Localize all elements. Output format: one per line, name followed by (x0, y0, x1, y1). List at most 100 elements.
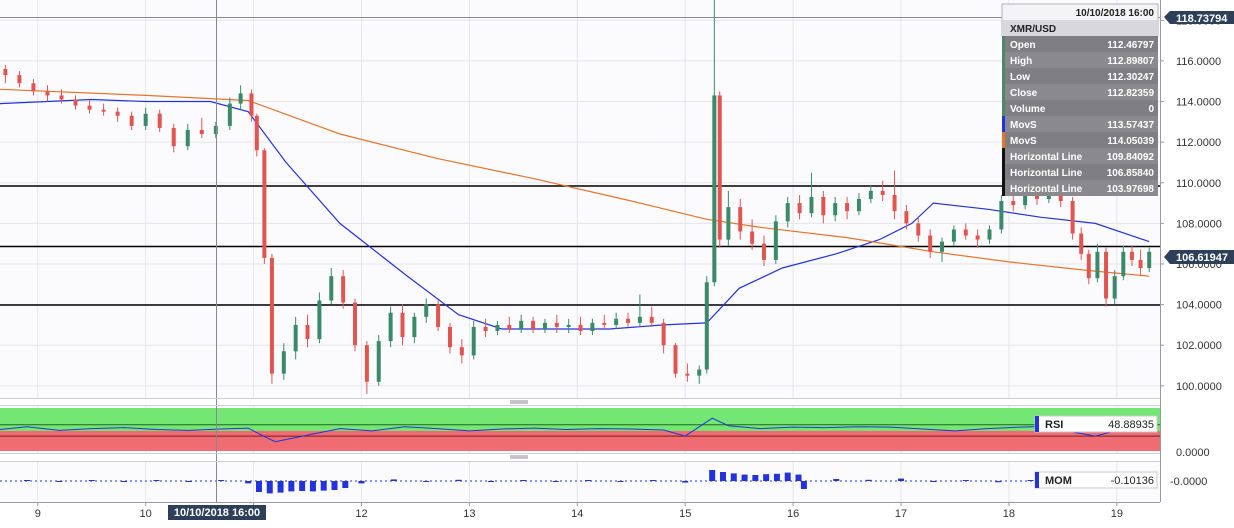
candle-body[interactable] (388, 312, 393, 342)
candle-body[interactable] (73, 99, 78, 106)
candle-body[interactable] (833, 203, 838, 216)
candle-body[interactable] (566, 324, 571, 327)
panel-resize-handle[interactable] (510, 455, 528, 459)
candle-body[interactable] (101, 109, 106, 112)
candle-body[interactable] (531, 320, 536, 329)
candle-body[interactable] (1011, 201, 1016, 206)
candle-body[interactable] (129, 115, 134, 126)
rsi-line[interactable] (0, 417, 1150, 443)
candle-body[interactable] (578, 324, 583, 331)
candle-body[interactable] (199, 129, 204, 135)
candle-body[interactable] (1023, 190, 1028, 206)
candle-body[interactable] (773, 221, 778, 260)
candle-body[interactable] (143, 113, 148, 126)
candle-body[interactable] (376, 341, 381, 382)
candle-body[interactable] (519, 320, 524, 329)
candle-body[interactable] (726, 207, 731, 240)
candle-body[interactable] (761, 243, 766, 260)
candle-body[interactable] (447, 326, 452, 348)
candle-body[interactable] (227, 103, 232, 126)
candle-body[interactable] (329, 276, 334, 301)
candle-body[interactable] (868, 190, 873, 199)
candle-body[interactable] (305, 324, 310, 340)
candle-body[interactable] (436, 304, 441, 327)
candle-body[interactable] (845, 203, 850, 212)
panel-resize-handle[interactable] (510, 400, 528, 404)
candle-body[interactable] (542, 322, 547, 329)
candle-body[interactable] (238, 93, 243, 104)
candle-body[interactable] (940, 241, 945, 252)
candle-body[interactable] (999, 201, 1004, 230)
candle-body[interactable] (424, 304, 429, 317)
candle-body[interactable] (281, 351, 286, 374)
candle-body[interactable] (661, 322, 666, 346)
candle-body[interactable] (59, 95, 64, 100)
candle-body[interactable] (750, 231, 755, 244)
candle-body[interactable] (412, 316, 417, 338)
candle-body[interactable] (649, 316, 654, 323)
candle-body[interactable] (821, 196, 826, 216)
candle-body[interactable] (797, 203, 802, 214)
candle-body[interactable] (1121, 251, 1126, 277)
candle-body[interactable] (614, 318, 619, 325)
candle-body[interactable] (364, 345, 369, 382)
candle-body[interactable] (31, 83, 36, 92)
candle-body[interactable] (987, 229, 992, 240)
candle-body[interactable] (963, 229, 968, 236)
candle-body[interactable] (293, 324, 298, 352)
candle-body[interactable] (916, 223, 921, 236)
candle-body[interactable] (717, 95, 722, 240)
candle-body[interactable] (1079, 233, 1084, 254)
candle-body[interactable] (637, 316, 642, 323)
candle-body[interactable] (928, 235, 933, 252)
moving-average-line[interactable] (0, 88, 1150, 277)
candle-body[interactable] (602, 322, 607, 325)
candle-body[interactable] (590, 322, 595, 331)
candle-body[interactable] (459, 347, 464, 356)
candle-body[interactable] (712, 95, 717, 283)
candle-body[interactable] (269, 257, 274, 374)
candle-body[interactable] (554, 322, 559, 327)
candle-body[interactable] (738, 207, 743, 232)
candle-body[interactable] (317, 300, 322, 340)
candle-body[interactable] (892, 194, 897, 212)
candle-body[interactable] (483, 326, 488, 331)
candle-body[interactable] (856, 199, 861, 212)
candle-body[interactable] (157, 113, 162, 128)
candle-body[interactable] (951, 229, 956, 242)
candle-body[interactable] (673, 345, 678, 374)
candle-body[interactable] (1147, 251, 1152, 269)
candle-body[interactable] (904, 211, 909, 224)
candle-body[interactable] (704, 282, 709, 370)
candle-body[interactable] (341, 276, 346, 303)
candle-body[interactable] (262, 150, 267, 258)
candle-body[interactable] (249, 93, 254, 116)
candle-body[interactable] (185, 129, 190, 147)
candle-body[interactable] (1086, 253, 1091, 279)
candle-body[interactable] (1070, 201, 1075, 234)
candle-body[interactable] (115, 111, 120, 116)
candle-body[interactable] (685, 373, 690, 376)
moving-average-line[interactable] (0, 98, 1150, 330)
candle-body[interactable] (809, 196, 814, 214)
candle-body[interactable] (697, 369, 702, 376)
candle-body[interactable] (975, 235, 980, 240)
candle-body[interactable] (254, 115, 259, 151)
candle-body[interactable] (1138, 259, 1143, 269)
candle-body[interactable] (471, 326, 476, 356)
candle-body[interactable] (400, 312, 405, 338)
candle-body[interactable] (17, 75, 22, 84)
candle-body[interactable] (1104, 251, 1109, 299)
candle-body[interactable] (87, 105, 92, 110)
candle-body[interactable] (785, 203, 790, 222)
candle-body[interactable] (3, 69, 8, 76)
candle-body[interactable] (1129, 251, 1134, 260)
candle-body[interactable] (213, 125, 218, 135)
candle-body[interactable] (171, 127, 176, 147)
candle-body[interactable] (626, 318, 631, 323)
candle-body[interactable] (45, 91, 50, 96)
candle-body[interactable] (1112, 276, 1117, 299)
candle-body[interactable] (1095, 251, 1100, 279)
candle-body[interactable] (495, 324, 500, 331)
